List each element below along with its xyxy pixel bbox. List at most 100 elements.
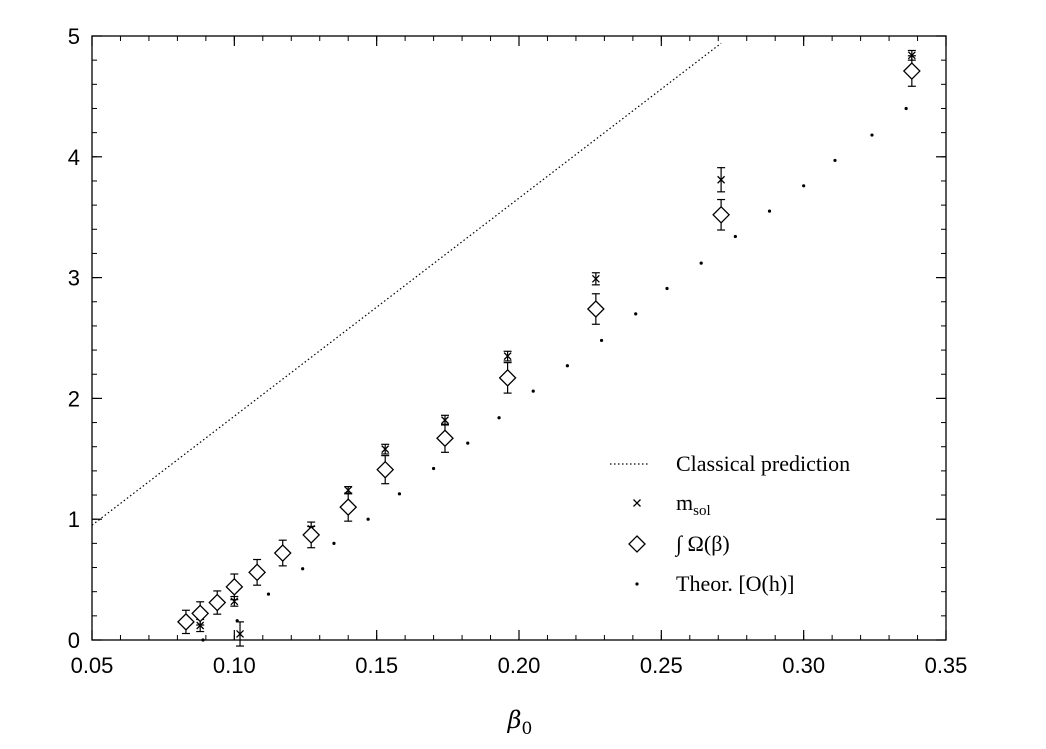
msol-point — [717, 167, 726, 193]
legend-item-0: Classical prediction — [610, 451, 850, 476]
theory-point — [904, 106, 908, 111]
theory-point — [665, 286, 669, 291]
series-0 — [91, 42, 722, 526]
series-2 — [177, 55, 921, 635]
omega-marker — [248, 563, 267, 582]
legend-label-subscript: sol — [693, 503, 711, 519]
plot-border — [91, 35, 947, 641]
msol-point — [440, 414, 449, 426]
axis-tick-labels: 0.05 0.10 0.15 0.20 0.25 0.30 0.35 0 1 2 3 4 5 — [68, 24, 968, 678]
legend-item-2: ∫ Ω(β) — [628, 531, 730, 557]
omega-point — [586, 293, 605, 325]
cross-stroke — [236, 630, 244, 638]
x-axis-label: β0 — [507, 706, 533, 739]
msol-point — [236, 621, 245, 647]
y-tick-label: 5 — [68, 24, 80, 49]
legend-label-3: Theor. [O(h)] — [676, 571, 795, 596]
legend-diamond-sample — [628, 535, 646, 553]
theory-point — [497, 416, 501, 420]
omega-marker — [302, 525, 321, 544]
x-tick-label: 0.05 — [71, 653, 114, 678]
theory-point — [634, 312, 638, 316]
theory-point — [870, 133, 874, 137]
omega-marker — [436, 429, 454, 448]
omega-point — [177, 609, 195, 635]
x-tick-label: 0.15 — [355, 653, 398, 678]
theory-point — [531, 389, 535, 393]
msol-marker — [230, 597, 239, 606]
msol-marker — [717, 175, 726, 184]
omega-point — [902, 55, 921, 87]
legend-dot-sample — [635, 582, 639, 586]
series-layer — [91, 42, 921, 647]
legend-label-text: Classical prediction — [676, 451, 850, 476]
msol-point — [381, 443, 390, 455]
x-tick-label: 0.30 — [782, 653, 825, 678]
legend-cross-sample — [633, 499, 641, 507]
y-tick-label: 0 — [68, 628, 80, 653]
omega-marker — [208, 593, 227, 612]
cross-stroke — [591, 274, 600, 283]
theory-point — [599, 338, 604, 343]
omega-point — [225, 573, 244, 601]
theory-point — [466, 441, 470, 445]
omega-marker — [191, 604, 210, 623]
x-tick-label: 0.20 — [498, 653, 541, 678]
msol-marker — [236, 630, 244, 638]
omega-point — [712, 198, 731, 231]
series-1 — [196, 49, 916, 647]
x-axis-label-subscript: 0 — [522, 719, 533, 739]
x-tick-label: 0.10 — [213, 653, 256, 678]
omega-marker — [586, 300, 605, 318]
omega-point — [339, 492, 358, 522]
plot-frame — [91, 35, 947, 641]
y-tick-label: 2 — [68, 386, 80, 411]
theory-point — [235, 619, 239, 623]
cross-stroke — [441, 416, 449, 425]
theory-point — [397, 492, 402, 496]
omega-point — [208, 590, 227, 615]
msol-marker — [381, 445, 390, 454]
legend-item-1: msol — [633, 490, 711, 519]
x-tick-label: 0.35 — [925, 653, 968, 678]
omega-marker — [712, 205, 731, 224]
msol-marker — [591, 274, 600, 283]
theory-point — [767, 209, 772, 213]
cross-stroke — [503, 352, 512, 361]
legend-label-text: ∫ Ω(β) — [674, 531, 730, 557]
msol-point — [591, 272, 600, 286]
theory-point — [565, 364, 569, 368]
legend-label-text: Theor. [O(h)] — [676, 571, 795, 596]
theory-point — [332, 541, 336, 545]
legend-label-text: m — [676, 490, 693, 515]
y-tick-label: 1 — [68, 507, 80, 532]
omega-marker — [225, 577, 244, 596]
legend-label-0: Classical prediction — [676, 451, 850, 476]
x-tick-label: 0.25 — [640, 653, 683, 678]
y-tick-label: 4 — [68, 145, 80, 170]
legend-label-2: ∫ Ω(β) — [674, 531, 730, 557]
omega-marker — [177, 612, 195, 631]
cross-stroke — [633, 499, 641, 507]
x-axis-label-main: β — [507, 706, 522, 734]
classical-prediction-line — [91, 42, 722, 526]
legend-item-3: Theor. [O(h)] — [635, 571, 795, 596]
omega-point — [376, 455, 395, 485]
series-3 — [201, 106, 908, 642]
theory-point — [432, 466, 436, 471]
cross-stroke — [381, 445, 390, 454]
theory-point — [366, 517, 370, 521]
theory-point — [201, 638, 205, 642]
omega-marker — [339, 498, 358, 517]
legend-label-1: msol — [676, 490, 711, 519]
omega-point — [191, 601, 210, 626]
omega-point — [498, 362, 517, 394]
theory-point — [266, 592, 271, 596]
legend: Classical prediction msol ∫ Ω(β) Theor. [O(… — [610, 451, 850, 596]
cross-stroke — [717, 175, 726, 184]
theory-point — [699, 261, 703, 265]
y-tick-label: 3 — [68, 266, 80, 291]
axis-ticks — [91, 35, 947, 641]
theory-point — [802, 184, 806, 188]
